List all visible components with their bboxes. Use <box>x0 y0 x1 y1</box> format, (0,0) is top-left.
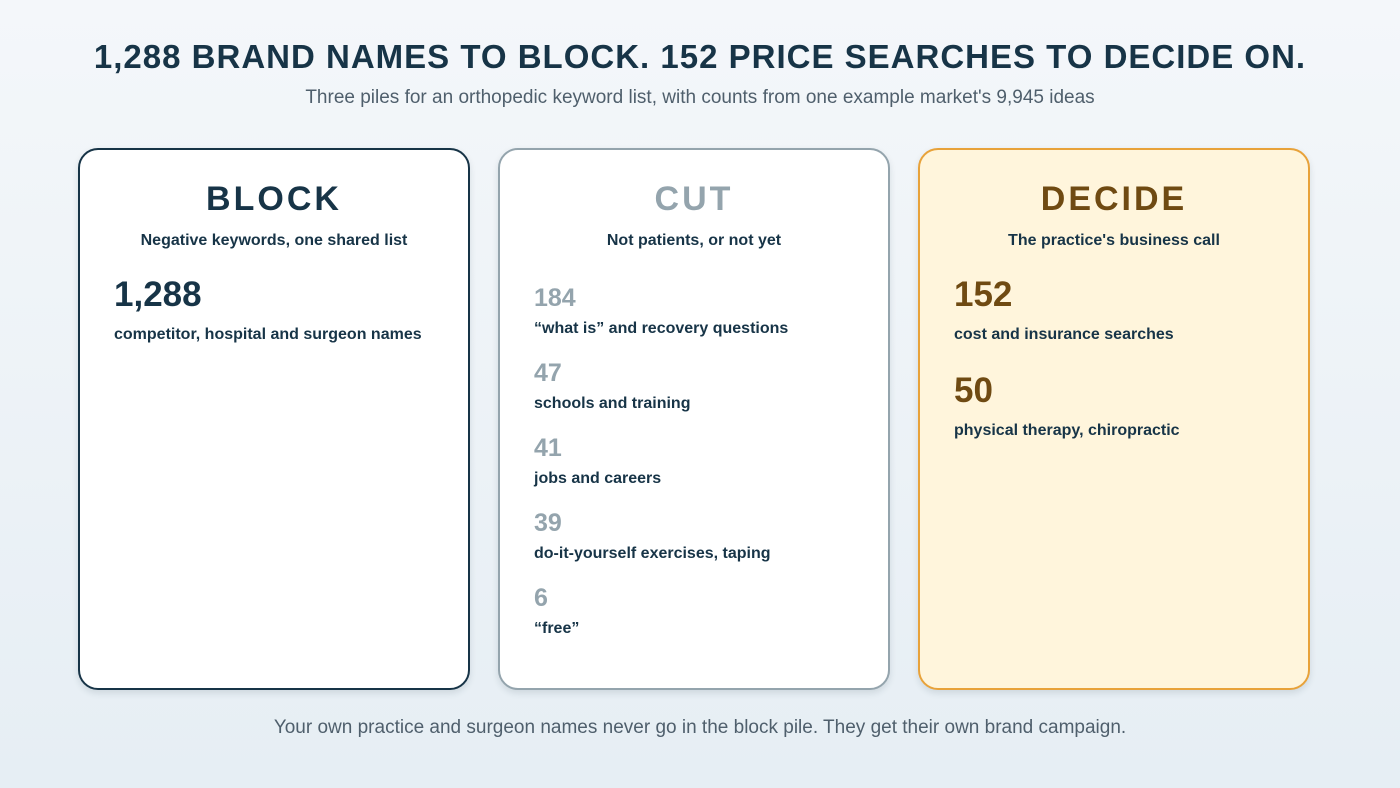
stat-value: 41 <box>534 434 562 462</box>
stat-label: do-it-yourself exercises, taping <box>534 545 771 562</box>
stat-label: physical therapy, chiropractic <box>954 422 1180 439</box>
footer-note: Your own practice and surgeon names neve… <box>273 717 1127 738</box>
block-card-subheading: Negative keywords, one shared list <box>140 232 408 249</box>
cut-card-heading: CUT <box>654 180 734 218</box>
stat-value: 50 <box>954 371 993 410</box>
cut-card: CUT Not patients, or not yet 184 “what i… <box>498 148 890 690</box>
cut-stat: 184 “what is” and recovery questions <box>534 286 788 338</box>
decide-card-subheading: The practice's business call <box>1008 232 1220 249</box>
stat-label: jobs and careers <box>534 470 662 487</box>
decide-card: DECIDE The practice's business call 152 … <box>918 148 1310 690</box>
block-stat: 1,288 competitor, hospital and surgeon n… <box>114 277 422 344</box>
page-title: 1,288 BRAND NAMES TO BLOCK. 152 PRICE SE… <box>93 38 1307 75</box>
cut-stat: 47 schools and training <box>534 361 690 413</box>
cut-stat: 41 jobs and careers <box>534 436 661 488</box>
stat-label: cost and insurance searches <box>954 326 1174 343</box>
stat-value: 152 <box>954 275 1013 314</box>
stat-label: competitor, hospital and surgeon names <box>114 326 422 343</box>
stat-value: 184 <box>534 284 576 312</box>
page-subtitle: Three piles for an orthopedic keyword li… <box>305 87 1095 108</box>
block-card-heading: BLOCK <box>206 180 342 218</box>
stat-label: schools and training <box>534 395 691 412</box>
stat-label: “free” <box>534 620 580 637</box>
stat-value: 39 <box>534 509 562 537</box>
stat-value: 1,288 <box>114 275 202 314</box>
cut-card-subheading: Not patients, or not yet <box>606 232 782 249</box>
stat-value: 6 <box>534 584 548 612</box>
decide-stat: 50 physical therapy, chiropractic <box>954 373 1180 440</box>
stat-label: “what is” and recovery questions <box>534 320 789 337</box>
cut-stat: 6 “free” <box>534 586 579 638</box>
stat-value: 47 <box>534 359 562 387</box>
decide-card-heading: DECIDE <box>1040 180 1188 218</box>
decide-stat: 152 cost and insurance searches <box>954 277 1174 344</box>
block-card: BLOCK Negative keywords, one shared list… <box>78 148 470 690</box>
cut-stat: 39 do-it-yourself exercises, taping <box>534 511 771 563</box>
